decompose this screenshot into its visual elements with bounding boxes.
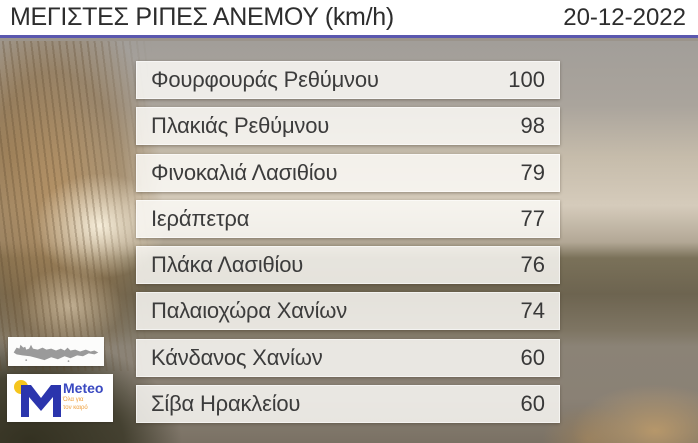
station-row: Κάνδανος Χανίων 60 <box>136 338 560 377</box>
station-row: Σίβα Ηρακλείου 60 <box>136 385 560 424</box>
meteo-logo-text: Meteo Όλα για τον καιρό <box>63 381 103 412</box>
station-name: Παλαιοχώρα Χανίων <box>151 298 348 324</box>
header-date: 20-12-2022 <box>563 3 686 31</box>
reed-texture-overlay <box>0 41 160 371</box>
gust-value: 60 <box>520 391 545 417</box>
station-row: Πλάκα Λασιθίου 76 <box>136 246 560 285</box>
station-name: Φινοκαλιά Λασιθίου <box>151 159 338 185</box>
station-row: Φουρφουράς Ρεθύμνου 100 <box>136 61 560 99</box>
station-row: Ιεράπετρα 77 <box>136 199 560 238</box>
gust-value: 74 <box>520 298 545 324</box>
gust-value: 60 <box>520 344 545 370</box>
gust-value: 76 <box>520 252 545 278</box>
gust-value: 79 <box>520 159 545 185</box>
meteo-logo: Meteo Όλα για τον καιρό <box>7 374 113 422</box>
meteo-tagline-line2: τον καιρό <box>63 404 88 411</box>
crete-map <box>8 337 104 366</box>
station-row: Παλαιοχώρα Χανίων 74 <box>136 292 560 331</box>
header-bar: ΜΕΓΙΣΤΕΣ ΡΙΠΕΣ ΑΝΕΜΟΥ (km/h) 20-12-2022 <box>0 0 698 38</box>
gust-value: 77 <box>520 205 545 231</box>
gust-value: 100 <box>508 67 545 92</box>
station-name: Κάνδανος Χανίων <box>151 344 323 370</box>
meteo-tagline-line1: Όλα για <box>63 397 84 403</box>
meteo-brand-name: Meteo <box>63 380 104 396</box>
station-row: Φινοκαλιά Λασιθίου 79 <box>136 153 560 192</box>
station-name: Πλακιάς Ρεθύμνου <box>151 113 330 139</box>
wind-gust-list: Φουρφουράς Ρεθύμνου 100 Πλακιάς Ρεθύμνου… <box>136 61 560 424</box>
station-name: Πλάκα Λασιθίου <box>151 252 304 278</box>
station-row: Πλακιάς Ρεθύμνου 98 <box>136 107 560 146</box>
station-name: Ιεράπετρα <box>151 205 250 231</box>
page-title: ΜΕΓΙΣΤΕΣ ΡΙΠΕΣ ΑΝΕΜΟΥ (km/h) <box>10 3 394 31</box>
gust-value: 98 <box>520 113 545 139</box>
meteo-m-sun-icon <box>14 380 61 417</box>
crete-silhouette-icon <box>13 344 99 362</box>
station-name: Σίβα Ηρακλείου <box>151 391 301 417</box>
meteo-tagline: Όλα για τον καιρό <box>63 397 103 412</box>
station-name: Φουρφουράς Ρεθύμνου <box>151 67 379 92</box>
